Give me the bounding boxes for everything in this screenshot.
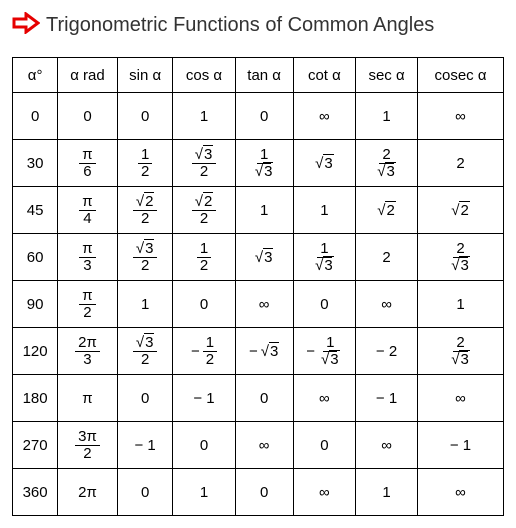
- col-header: cosec α: [418, 58, 504, 93]
- cell-cot: √3: [293, 140, 355, 187]
- header-row: α°α radsin αcos αtan αcot αsec αcosec α: [13, 58, 504, 93]
- table-row: 3602π010∞1∞: [13, 469, 504, 516]
- cell-cos: 1: [173, 93, 235, 140]
- cell-cos: √22: [173, 187, 235, 234]
- title-row: Trigonometric Functions of Common Angles: [12, 12, 504, 39]
- cell-sin: 0: [117, 469, 173, 516]
- cell-cot: ∞: [293, 375, 355, 422]
- cell-rad: 0: [58, 93, 118, 140]
- col-header: sin α: [117, 58, 173, 93]
- col-header: tan α: [235, 58, 293, 93]
- table-row: 30π612√321√3√32√32: [13, 140, 504, 187]
- cell-cos: 0: [173, 422, 235, 469]
- cell-cot: 1: [293, 187, 355, 234]
- cell-deg: 30: [13, 140, 58, 187]
- cell-cos: −12: [173, 328, 235, 375]
- cell-sec: √2: [356, 187, 418, 234]
- cell-sin: 0: [117, 375, 173, 422]
- cell-cosec: ∞: [418, 93, 504, 140]
- cell-sec: 2: [356, 234, 418, 281]
- cell-rad: 3π2: [58, 422, 118, 469]
- col-header: sec α: [356, 58, 418, 93]
- cell-sin: √32: [117, 234, 173, 281]
- cell-sec: 1: [356, 93, 418, 140]
- cell-cos: 0: [173, 281, 235, 328]
- table-row: 90π210∞0∞1: [13, 281, 504, 328]
- cell-cot: ∞: [293, 469, 355, 516]
- cell-cosec: 2√3: [418, 234, 504, 281]
- cell-cot: 0: [293, 422, 355, 469]
- cell-cosec: 2: [418, 140, 504, 187]
- cell-cos: 1: [173, 469, 235, 516]
- cell-cot: −1√3: [293, 328, 355, 375]
- cell-deg: 60: [13, 234, 58, 281]
- table-body: 00010∞1∞30π612√321√3√32√3245π4√22√2211√2…: [13, 93, 504, 516]
- cell-cosec: − 1: [418, 422, 504, 469]
- cell-rad: 2π: [58, 469, 118, 516]
- cell-cos: 12: [173, 234, 235, 281]
- cell-rad: π: [58, 375, 118, 422]
- cell-tan: 0: [235, 375, 293, 422]
- cell-sec: − 2: [356, 328, 418, 375]
- cell-sin: 0: [117, 93, 173, 140]
- cell-sec: ∞: [356, 422, 418, 469]
- cell-cot: 1√3: [293, 234, 355, 281]
- cell-sin: − 1: [117, 422, 173, 469]
- cell-tan: √3: [235, 234, 293, 281]
- cell-cos: √32: [173, 140, 235, 187]
- cell-deg: 120: [13, 328, 58, 375]
- cell-cosec: ∞: [418, 375, 504, 422]
- page-title: Trigonometric Functions of Common Angles: [46, 12, 434, 38]
- cell-tan: 1: [235, 187, 293, 234]
- table-row: 2703π2− 10∞0∞− 1: [13, 422, 504, 469]
- cell-tan: 1√3: [235, 140, 293, 187]
- cell-cosec: 1: [418, 281, 504, 328]
- cell-sin: √32: [117, 328, 173, 375]
- cell-sec: 2√3: [356, 140, 418, 187]
- cell-rad: π2: [58, 281, 118, 328]
- cell-tan: ∞: [235, 281, 293, 328]
- table-row: 00010∞1∞: [13, 93, 504, 140]
- cell-deg: 90: [13, 281, 58, 328]
- cell-cosec: ∞: [418, 469, 504, 516]
- cell-sec: ∞: [356, 281, 418, 328]
- cell-deg: 45: [13, 187, 58, 234]
- cell-sec: 1: [356, 469, 418, 516]
- cell-tan: 0: [235, 469, 293, 516]
- cell-cot: ∞: [293, 93, 355, 140]
- cell-deg: 180: [13, 375, 58, 422]
- cell-tan: ∞: [235, 422, 293, 469]
- cell-cos: − 1: [173, 375, 235, 422]
- cell-sec: − 1: [356, 375, 418, 422]
- col-header: cos α: [173, 58, 235, 93]
- cell-rad: 2π3: [58, 328, 118, 375]
- table-row: 60π3√3212√31√322√3: [13, 234, 504, 281]
- col-header: cot α: [293, 58, 355, 93]
- arrow-icon: [12, 12, 40, 39]
- table-row: 45π4√22√2211√2√2: [13, 187, 504, 234]
- cell-deg: 360: [13, 469, 58, 516]
- cell-cosec: √2: [418, 187, 504, 234]
- cell-rad: π4: [58, 187, 118, 234]
- cell-tan: 0: [235, 93, 293, 140]
- table-row: 180π0− 10∞− 1∞: [13, 375, 504, 422]
- col-header: α rad: [58, 58, 118, 93]
- cell-sin: 12: [117, 140, 173, 187]
- cell-cosec: 2√3: [418, 328, 504, 375]
- col-header: α°: [13, 58, 58, 93]
- cell-rad: π6: [58, 140, 118, 187]
- cell-tan: −√3: [235, 328, 293, 375]
- table-row: 1202π3√32−12−√3−1√3− 22√3: [13, 328, 504, 375]
- cell-rad: π3: [58, 234, 118, 281]
- cell-sin: √22: [117, 187, 173, 234]
- trig-table: α°α radsin αcos αtan αcot αsec αcosec α …: [12, 57, 504, 516]
- cell-sin: 1: [117, 281, 173, 328]
- cell-cot: 0: [293, 281, 355, 328]
- cell-deg: 270: [13, 422, 58, 469]
- cell-deg: 0: [13, 93, 58, 140]
